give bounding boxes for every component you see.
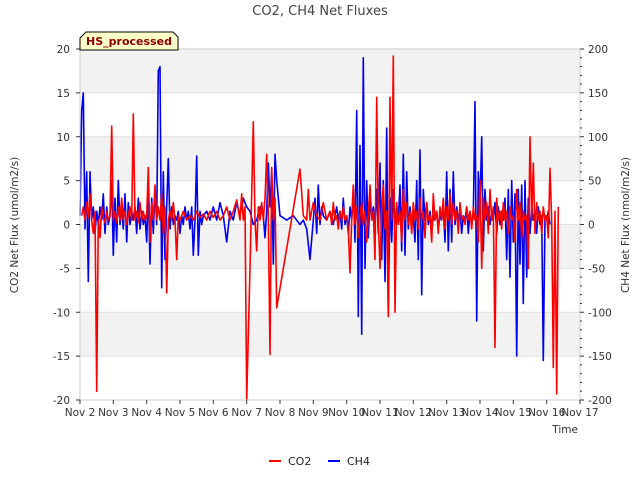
y-axis-right-title: CH4 Net Flux (nmol/m2/s): [620, 157, 632, 293]
plot-band: [80, 49, 580, 93]
chart-title: CO2, CH4 Net Fluxes: [252, 4, 388, 19]
x-tick-label: Nov 14: [461, 407, 499, 419]
x-tick-label: Nov 15: [495, 407, 532, 419]
y-left-tick-label: -5: [60, 263, 70, 275]
x-tick-label: Nov 9: [298, 407, 329, 419]
x-tick-label: Nov 16: [528, 407, 566, 419]
y-right-tick-label: 0: [588, 220, 595, 232]
x-axis-ticks: Nov 2 Nov 3 Nov 4 Nov 5 Nov 6 Nov 7 Nov 8 Nov 9…: [65, 400, 599, 419]
y-left-tick-label: 20: [57, 44, 70, 56]
y-left-tick-label: 5: [63, 176, 70, 188]
y-right-tick-label: 50: [588, 176, 601, 188]
y-left-tick-label: 10: [57, 132, 70, 144]
x-tick-label: Nov 12: [395, 407, 432, 419]
series-layer: [79, 55, 560, 401]
right-axis-ticks: 200 150 100 50 0 -50 -100 -150 -200: [580, 44, 612, 407]
y-right-tick-label: 100: [588, 132, 608, 144]
x-tick-label: Nov 17: [561, 407, 598, 419]
plot-band: [80, 136, 580, 181]
x-tick-label: Nov 8: [265, 407, 296, 419]
y-axis-left-title: CO2 Net Flux (umol/m2/s): [9, 157, 21, 293]
y-left-tick-label: -15: [53, 351, 70, 363]
x-tick-label: Nov 11: [361, 407, 398, 419]
x-tick-label: Nov 13: [428, 407, 465, 419]
plot-band: [80, 312, 580, 357]
y-left-tick-label: 15: [57, 88, 70, 100]
x-tick-label: Nov 2: [65, 407, 96, 419]
x-tick-label: Nov 10: [328, 407, 365, 419]
badge-box: [79, 31, 179, 51]
x-tick-label: Nov 4: [131, 407, 162, 419]
legend-label-co2: CO2: [288, 455, 311, 468]
y-left-tick-label: -10: [53, 307, 70, 319]
y-right-tick-label: 200: [588, 44, 608, 56]
y-right-tick-label: -50: [588, 263, 605, 275]
x-tick-label: Nov 7: [231, 407, 262, 419]
series-line-co2: [80, 55, 560, 401]
x-tick-label: Nov 6: [198, 407, 229, 419]
legend: CO2 CH4: [269, 455, 370, 468]
badge-text: HS_processed: [86, 35, 172, 48]
processing-badge: HS_processed: [79, 31, 179, 51]
legend-label-ch4: CH4: [347, 455, 370, 468]
y-left-tick-label: -20: [53, 395, 70, 407]
plot-band: [80, 224, 580, 269]
x-tick-label: Nov 3: [98, 407, 129, 419]
x-tick-label: Nov 5: [165, 407, 196, 419]
y-right-tick-label: -100: [588, 307, 612, 319]
y-right-tick-label: 150: [588, 88, 608, 100]
y-left-tick-label: 0: [63, 220, 70, 232]
y-right-tick-label: -200: [588, 395, 612, 407]
y-right-tick-label: -150: [588, 351, 612, 363]
x-axis-title: Time: [551, 424, 578, 436]
left-axis-ticks: 20 15 10 5 0 -5 -10 -15 -20: [53, 44, 80, 407]
